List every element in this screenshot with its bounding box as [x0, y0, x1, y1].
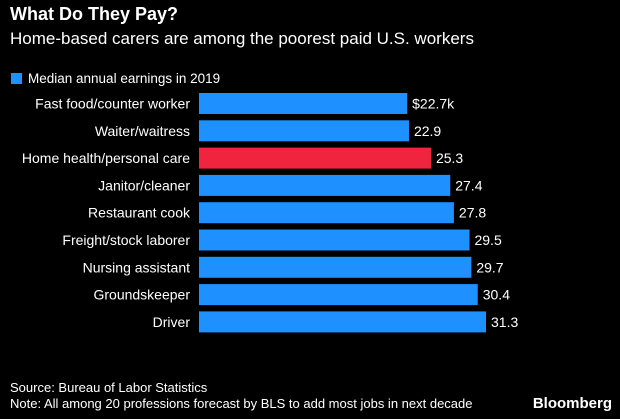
bar-5 — [199, 229, 470, 251]
bar-3 — [199, 174, 451, 196]
chart-title: What Do They Pay? — [10, 4, 179, 24]
category-label-8: Driver — [153, 314, 191, 330]
category-label-2: Home health/personal care — [22, 150, 190, 166]
bar-2 — [199, 147, 431, 169]
legend: Median annual earnings in 2019 — [11, 71, 220, 86]
value-label-1: 22.9 — [414, 123, 441, 139]
chart-subtitle: Home-based carers are among the poorest … — [10, 29, 474, 48]
value-label-5: 29.5 — [474, 232, 501, 248]
bar-1 — [199, 120, 409, 142]
category-label-0: Fast food/counter worker — [35, 96, 190, 112]
bar-0 — [199, 93, 408, 114]
legend-swatch — [11, 73, 22, 84]
bloomberg-logo: Bloomberg — [532, 395, 612, 412]
category-label-6: Nursing assistant — [83, 259, 190, 275]
category-label-3: Janitor/cleaner — [98, 177, 190, 193]
value-label-3: 27.4 — [455, 177, 482, 193]
value-label-0: $22.7k — [412, 96, 455, 112]
legend-label: Median annual earnings in 2019 — [28, 71, 221, 86]
bar-4 — [199, 202, 454, 224]
value-label-8: 31.3 — [491, 314, 518, 330]
footnote: Note: All among 20 professions forecast … — [10, 396, 473, 411]
value-label-4: 27.8 — [459, 205, 486, 221]
bar-7 — [199, 284, 478, 306]
value-label-7: 30.4 — [483, 287, 510, 303]
bar-8 — [199, 311, 486, 333]
value-label-6: 29.7 — [476, 259, 503, 275]
category-label-1: Waiter/waitress — [95, 123, 190, 139]
value-label-2: 25.3 — [436, 150, 463, 166]
category-label-5: Freight/stock laborer — [62, 232, 190, 248]
source-note: Source: Bureau of Labor Statistics — [10, 380, 208, 395]
bar-6 — [199, 256, 472, 278]
category-label-4: Restaurant cook — [88, 205, 191, 221]
category-label-7: Groundskeeper — [93, 287, 190, 303]
